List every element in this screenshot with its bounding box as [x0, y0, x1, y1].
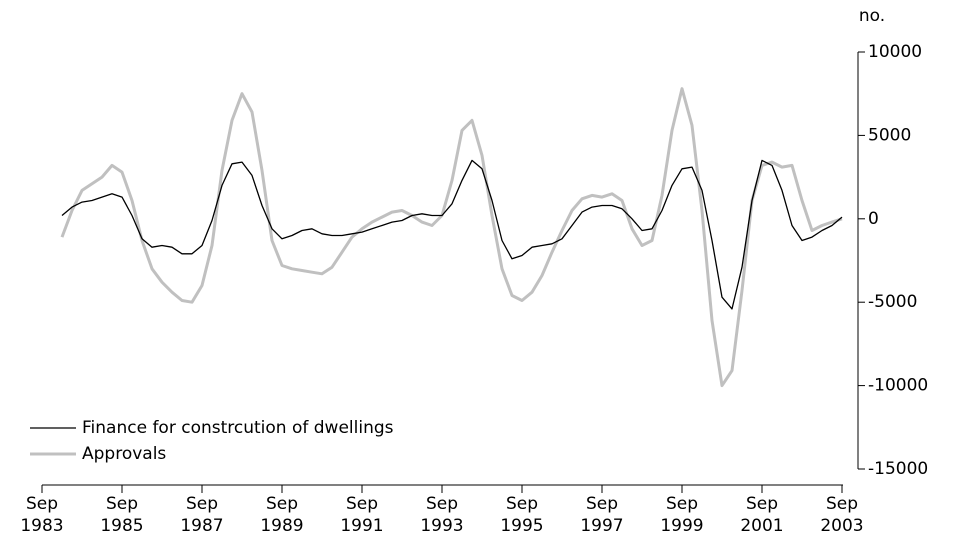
- x-tick-label: Sep 1997: [580, 494, 624, 536]
- x-tick-label: Sep 1989: [260, 494, 304, 536]
- y-tick-label: -5000: [868, 292, 917, 312]
- legend-label: Approvals: [82, 444, 166, 464]
- y-tick-label: -10000: [868, 376, 928, 396]
- y-tick-label: 10000: [868, 42, 922, 62]
- y-tick-label: -15000: [868, 459, 928, 479]
- data-line: [61, 159, 843, 310]
- x-tick-label: Sep 1999: [660, 494, 704, 536]
- x-tick-label: Sep 1991: [340, 494, 384, 536]
- x-tick-label: Sep 1983: [20, 494, 64, 536]
- y-axis-label: no.: [859, 6, 885, 26]
- x-tick-label: Sep 1995: [500, 494, 544, 536]
- x-tick-label: Sep 1985: [100, 494, 144, 536]
- y-tick-label: 0: [868, 209, 879, 229]
- y-tick-label: 5000: [868, 125, 911, 145]
- x-tick-label: Sep 1987: [180, 494, 224, 536]
- data-line: [60, 87, 843, 388]
- x-tick-label: Sep 2003: [820, 494, 864, 536]
- legend-label: Finance for constrcution of dwellings: [82, 418, 394, 438]
- x-tick-label: Sep 2001: [740, 494, 784, 536]
- x-tick-label: Sep 1993: [420, 494, 464, 536]
